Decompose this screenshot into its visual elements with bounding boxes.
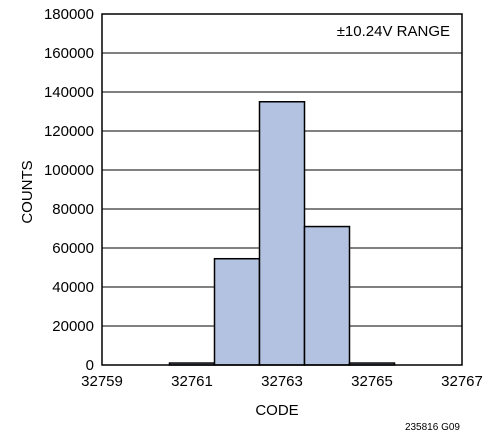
x-axis-title: CODE (255, 402, 298, 419)
y-tick-label: 20000 (52, 318, 94, 335)
x-tick-labels: 32759 32761 32763 32765 32767 (81, 373, 483, 390)
histogram-bar (303, 225, 351, 366)
x-tick-label: 32765 (351, 373, 393, 390)
range-annotation: ±10.24V RANGE (337, 23, 450, 40)
histogram-bar (258, 101, 306, 366)
bars (168, 101, 396, 366)
y-axis-title: COUNTS (19, 160, 36, 223)
y-tick-label: 80000 (52, 201, 94, 218)
y-tick-labels: 0 20000 40000 60000 80000 100000 120000 140000 1… (44, 6, 94, 374)
y-tick-label: 40000 (52, 279, 94, 296)
x-tick-label: 32767 (441, 373, 483, 390)
plot-frame (101, 13, 463, 366)
histogram-bar (213, 257, 261, 366)
y-tick-label: 160000 (44, 45, 94, 62)
y-tick-label: 140000 (44, 84, 94, 101)
x-tick-label: 32763 (261, 373, 303, 390)
y-tick-label: 120000 (44, 123, 94, 140)
figure-id: 235816 G09 (405, 422, 460, 433)
y-tick-label: 60000 (52, 240, 94, 257)
y-tick-label: 0 (86, 357, 94, 374)
y-tick-label: 180000 (44, 6, 94, 23)
x-tick-label: 32761 (171, 373, 213, 390)
y-tick-label: 100000 (44, 162, 94, 179)
x-tick-label: 32759 (81, 373, 123, 390)
